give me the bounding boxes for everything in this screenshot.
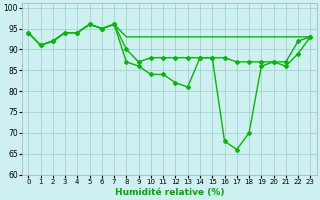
X-axis label: Humidité relative (%): Humidité relative (%): [115, 188, 224, 197]
